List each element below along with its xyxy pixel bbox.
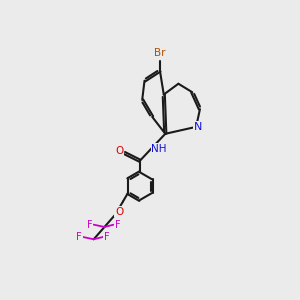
Text: Br: Br xyxy=(154,48,166,58)
Text: O: O xyxy=(115,207,123,217)
Text: F: F xyxy=(115,220,120,230)
Text: O: O xyxy=(115,146,123,156)
Text: F: F xyxy=(87,220,93,230)
Text: F: F xyxy=(76,232,82,242)
Text: N: N xyxy=(194,122,202,132)
Text: NH: NH xyxy=(152,144,167,154)
Text: F: F xyxy=(104,232,110,242)
